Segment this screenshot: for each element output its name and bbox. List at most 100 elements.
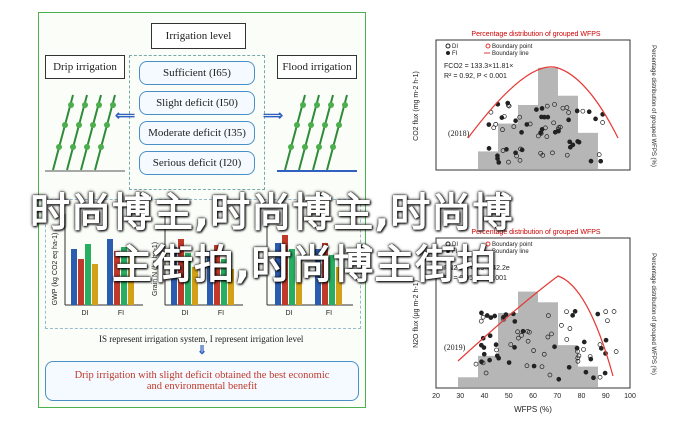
- co2-point: [540, 152, 546, 158]
- n2o-point: [525, 338, 531, 344]
- irrigation-note: IS represent irrigation system, I repres…: [99, 334, 304, 344]
- co2-point: [593, 116, 598, 122]
- n2o-boundary-line: [457, 275, 614, 377]
- n2o-point: [575, 358, 581, 364]
- n2o-ylabel-right: Percentage distribution of grouped WFPS …: [650, 253, 656, 375]
- n2o-x-tick: 90: [602, 393, 610, 400]
- co2-point: [551, 120, 556, 126]
- n2o-point: [481, 351, 487, 357]
- co2-point: [539, 106, 545, 111]
- n2o-point: [479, 310, 484, 316]
- n2o-point: [597, 342, 603, 347]
- grain-bar-chart: Grain N (kg ha-1) DI FI: [152, 214, 243, 317]
- co2-point: [486, 146, 492, 151]
- co2-point: [550, 150, 555, 156]
- svg-text:Boundary line: Boundary line: [492, 249, 529, 255]
- n2o-point: [581, 347, 586, 352]
- co2-ylabel-left: CO2 flux (mg m-2 h-1): [413, 71, 420, 141]
- yield-bar-chart: Yield DI FI: [254, 214, 353, 317]
- n2o-point: [512, 319, 518, 324]
- co2-point: [517, 158, 523, 163]
- co2-point: [580, 108, 586, 114]
- n2o-point: [488, 315, 494, 320]
- bar-charts-container: [45, 199, 361, 329]
- n2o-x-tick: 60: [529, 393, 537, 400]
- co2-point: [567, 139, 573, 145]
- drip-irrigation-label: Drip irrigation: [45, 55, 125, 79]
- co2-point: [513, 150, 518, 156]
- yield-axis-label: Yield: [254, 261, 261, 276]
- co2-scatter-points: [486, 100, 606, 165]
- co2-point: [505, 100, 511, 106]
- conclusion-box: Drip irrigation with slight deficit obta…: [45, 361, 359, 401]
- n2o-point: [559, 322, 564, 328]
- n2o-point: [602, 370, 608, 376]
- conclusion-line2: and environmental benefit: [146, 381, 258, 392]
- n2o-point: [473, 361, 479, 367]
- co2-year: (2018): [448, 129, 470, 138]
- grain-group-di: DI: [182, 310, 189, 317]
- n2o-point: [566, 364, 572, 370]
- n2o-point: [545, 334, 551, 340]
- n2o-bar: [518, 291, 538, 388]
- n2o-xlabel: WFPS (%): [514, 405, 552, 414]
- level-serious-deficit: Serious deficit (I20): [139, 151, 255, 175]
- co2-boundary-line: [467, 66, 619, 139]
- n2o-x-tick: 70: [553, 393, 561, 400]
- co2-bar: [518, 105, 538, 170]
- gwp-group-di: DI: [82, 310, 89, 317]
- co2-point: [564, 152, 570, 158]
- n2o-point: [515, 329, 520, 335]
- co2-point: [544, 134, 550, 139]
- n2o-point: [539, 364, 545, 370]
- n2o-point: [520, 328, 526, 334]
- n2o-point: [525, 328, 530, 334]
- n2o-bar: [538, 302, 558, 388]
- co2-point: [552, 102, 557, 107]
- conclusion-line1: Drip irrigation with slight deficit obta…: [74, 370, 330, 381]
- n2o-point: [546, 313, 551, 318]
- co2-point: [600, 120, 605, 125]
- co2-point: [513, 118, 518, 124]
- level-sufficient: Sufficient (I65): [139, 61, 255, 85]
- n2o-x-tick: 50: [505, 393, 513, 400]
- schematic-panel: Irrigation level Sufficient (I65) Slight…: [38, 12, 366, 408]
- n2o-point: [487, 357, 492, 363]
- co2-point: [544, 103, 550, 109]
- n2o-point: [556, 376, 562, 382]
- n2o-point: [524, 363, 530, 369]
- gwp-group-fi: FI: [118, 310, 124, 317]
- n2o-point: [484, 313, 490, 318]
- co2-point: [535, 133, 541, 139]
- co2-chart-title: Percentage distribution of grouped WFPS: [471, 31, 601, 38]
- drip-crop-illustration: [45, 94, 125, 172]
- co2-point: [486, 122, 492, 127]
- co2-point: [588, 158, 594, 164]
- co2-point: [500, 148, 506, 153]
- n2o-x-tick: 40: [481, 393, 489, 400]
- n2o-point: [564, 309, 569, 315]
- co2-point: [491, 125, 497, 131]
- levels-container: [129, 55, 265, 190]
- co2-point: [575, 139, 581, 144]
- n2o-point: [603, 309, 609, 315]
- n2o-point: [519, 332, 524, 338]
- yield-group-di: DI: [286, 310, 293, 317]
- n2o-point: [494, 353, 500, 359]
- n2o-point: [481, 345, 487, 350]
- svg-text:DI: DI: [452, 242, 458, 248]
- n2o-x-tick: 80: [578, 393, 586, 400]
- n2o-point: [564, 337, 570, 342]
- n2o-point: [506, 360, 512, 365]
- flood-crop-illustration: [277, 94, 357, 172]
- co2-point: [566, 117, 571, 123]
- co2-point: [543, 125, 548, 131]
- svg-text:FI: FI: [452, 51, 458, 57]
- n2o-point: [531, 348, 536, 353]
- co2-point: [499, 115, 505, 120]
- n2o-point: [494, 347, 499, 353]
- n2o-point: [570, 313, 575, 318]
- n2o-point: [512, 345, 517, 350]
- n2o-flux-chart: Percentage distribution of grouped WFPS …: [413, 229, 656, 414]
- flood-irrigation-label: Flood irrigation: [277, 55, 357, 79]
